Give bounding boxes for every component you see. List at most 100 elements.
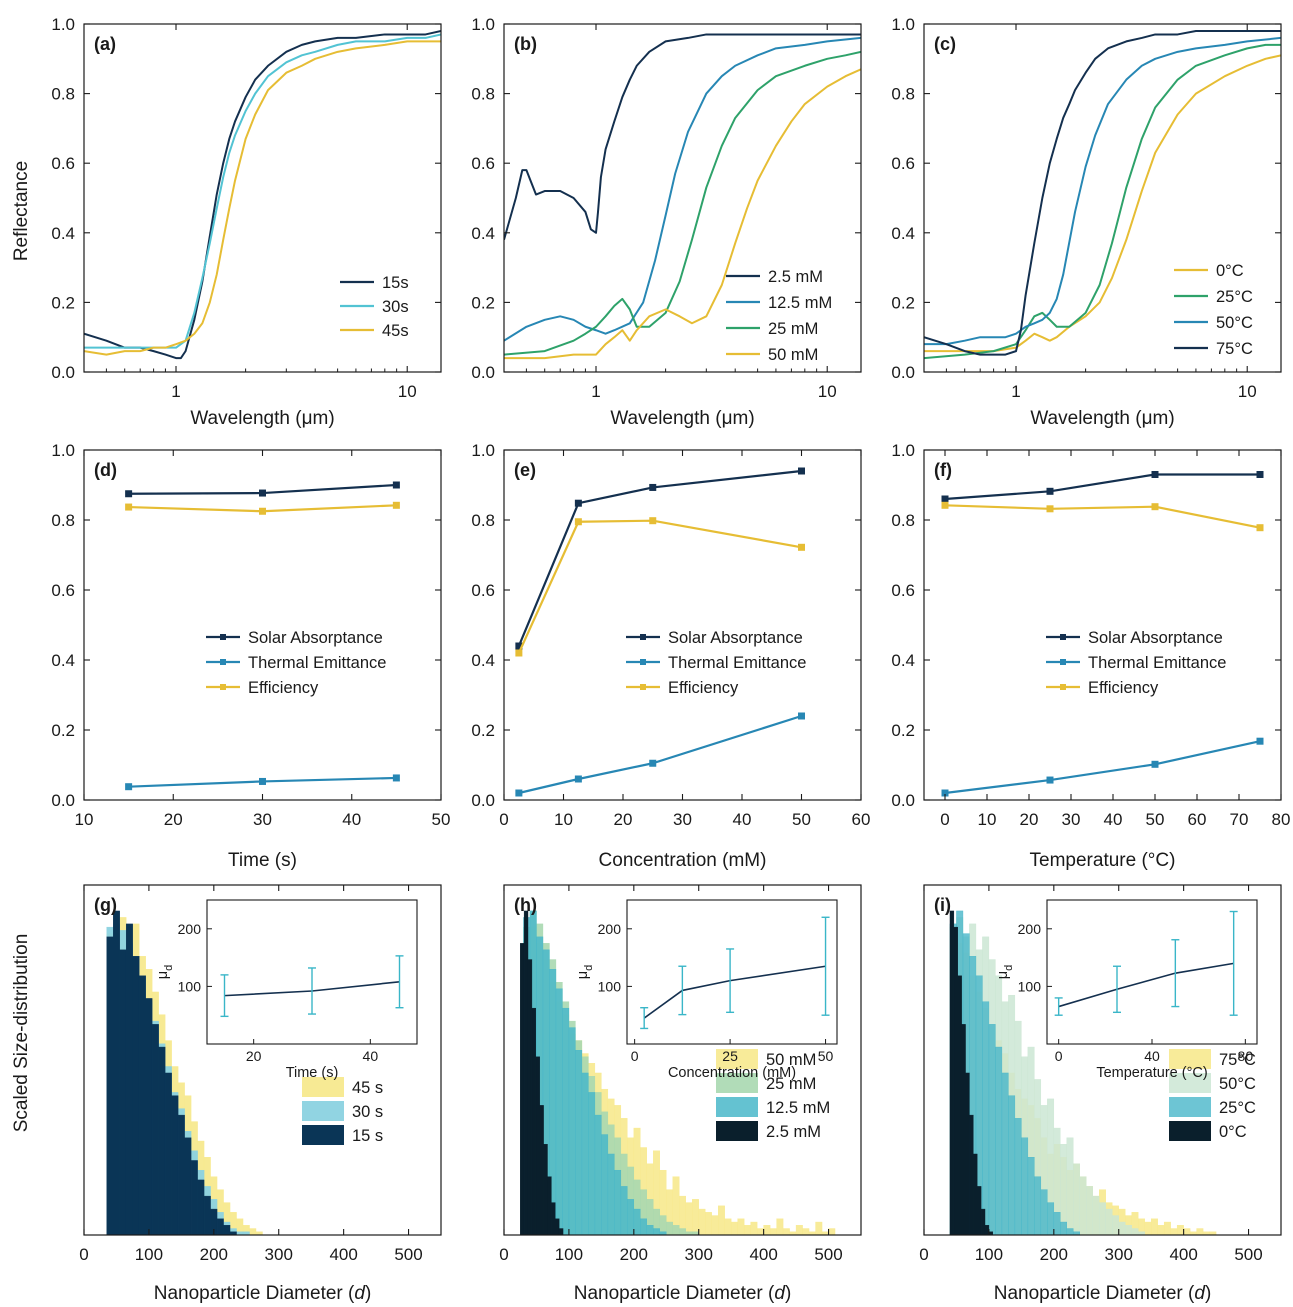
x-tick-label: 400 xyxy=(329,1245,357,1264)
panel-e: 0 10 20 30 40 50 60 0.0 0.2 0.4 0.6 0.8 1.0 (e) Concen… xyxy=(471,441,870,871)
inset-y-axis-label-main: μ xyxy=(575,971,591,979)
legend-swatch-1 xyxy=(302,1101,344,1121)
hist-bar xyxy=(802,1228,810,1235)
hist-bar xyxy=(539,1105,544,1235)
inset-x-tick-label: 0 xyxy=(631,1048,639,1064)
hist-bar xyxy=(659,1231,667,1235)
hist-bar xyxy=(177,1114,185,1235)
y-tick-label: 0.2 xyxy=(51,293,75,312)
hist-bar xyxy=(523,910,529,1235)
hist-bar xyxy=(1209,1231,1217,1235)
hist-bar xyxy=(249,1228,257,1235)
hist-bar xyxy=(242,1231,250,1235)
legend-label-1: 50°C xyxy=(1219,1075,1256,1093)
plot-area-b xyxy=(504,33,861,360)
hist-bar xyxy=(223,1225,231,1235)
hist-bar xyxy=(653,1228,660,1235)
hist-bar xyxy=(1027,1157,1035,1235)
y-tick-label: 0.0 xyxy=(51,363,75,382)
series-line-1 xyxy=(944,740,1261,795)
legend-swatch-1 xyxy=(716,1073,758,1093)
x-tick-label: 100 xyxy=(975,1245,1003,1264)
legend-label-2: 25 mM xyxy=(768,320,818,338)
y-tick-label: 0.0 xyxy=(51,791,75,810)
data-point xyxy=(1256,737,1264,745)
legend-label-1: 30s xyxy=(382,298,409,316)
data-point xyxy=(1151,471,1159,478)
hist-bar xyxy=(581,1072,589,1235)
data-point xyxy=(515,649,523,657)
x-tick-label: 0 xyxy=(940,810,949,829)
plot-area-e xyxy=(515,467,805,797)
series-line-0 xyxy=(517,469,802,647)
hist-bar xyxy=(949,910,955,1235)
inset-y-axis-label-main: μ xyxy=(995,971,1011,979)
hist-bar xyxy=(1086,1186,1093,1235)
hist-bar xyxy=(977,1186,982,1235)
inset-y-tick-label: 100 xyxy=(178,978,202,994)
x-tick-label: 300 xyxy=(1105,1245,1133,1264)
inset-y-tick-label: 200 xyxy=(1018,921,1042,937)
hist-bar xyxy=(184,1137,192,1235)
inset-x-tick-label: 40 xyxy=(363,1048,379,1064)
series-line-2 xyxy=(924,36,1281,346)
legend-marker-1 xyxy=(1060,659,1066,665)
hist-bar xyxy=(1176,1225,1184,1235)
hist-bar xyxy=(158,1046,166,1235)
legend-label-2: 45s xyxy=(382,322,409,340)
inset-y-axis-label: μd xyxy=(575,965,595,979)
inset-x-tick-label: 20 xyxy=(246,1048,262,1064)
x-tick-label: 1 xyxy=(1011,382,1020,401)
y-tick-label: 0.6 xyxy=(891,154,915,173)
x-axis-label-suffix: ) xyxy=(365,1283,371,1304)
panel-label-a: (a) xyxy=(94,34,116,54)
legend-swatch-3 xyxy=(716,1121,758,1141)
data-point xyxy=(941,789,949,797)
panel-label-h: (h) xyxy=(514,895,537,915)
inset-x-tick-label: 40 xyxy=(1144,1048,1160,1064)
inset-x-tick-label: 25 xyxy=(722,1048,738,1064)
x-tick-label: 10 xyxy=(818,382,837,401)
x-tick-label: 10 xyxy=(1238,382,1257,401)
x-axis-label-var: d xyxy=(774,1283,786,1304)
x-axis-label-prefix: Nanoparticle Diameter ( xyxy=(994,1283,1195,1304)
legend-label-0: 75°C xyxy=(1219,1051,1256,1069)
inset-line xyxy=(1058,962,1234,1008)
data-point xyxy=(574,499,582,507)
panel-label-g: (g) xyxy=(94,895,117,915)
plot-area-a xyxy=(84,29,441,360)
hist-bar xyxy=(973,1153,978,1235)
plot-frame-b xyxy=(503,23,862,373)
hist-bar xyxy=(216,1218,224,1235)
hist-bar xyxy=(640,1218,647,1235)
x-tick-label: 0 xyxy=(79,1245,88,1264)
hist-bar xyxy=(1053,1212,1061,1235)
y-tick-label: 1.0 xyxy=(471,15,495,34)
series-line-1 xyxy=(504,36,861,342)
hist-bar xyxy=(614,1169,622,1235)
legend-label-3: 75°C xyxy=(1216,340,1253,358)
x-axis-label-var: d xyxy=(1194,1283,1206,1304)
hist-bar xyxy=(957,975,962,1235)
x-tick-label: 20 xyxy=(614,810,633,829)
hist-bar xyxy=(229,1231,237,1235)
hist-bar xyxy=(1047,1202,1055,1235)
inset-g: 20 40 100 200 Time (s) μd xyxy=(155,899,418,1081)
hist-bar xyxy=(795,1225,803,1235)
x-tick-label: 0 xyxy=(499,1245,508,1264)
legend-label-0: Solar Absorptance xyxy=(248,629,383,647)
x-axis-label-i: Nanoparticle Diameter (d) xyxy=(994,1283,1212,1304)
hist-bar xyxy=(1150,1218,1158,1235)
inset-y-tick-label: 200 xyxy=(598,921,622,937)
legend-label-0: Solar Absorptance xyxy=(668,629,803,647)
panel-label-i: (i) xyxy=(934,895,951,915)
legend-label-3: 2.5 mM xyxy=(766,1123,821,1141)
data-point xyxy=(392,501,400,509)
x-axis-label-c: Wavelength (μm) xyxy=(1030,408,1174,429)
hist-bar xyxy=(106,936,114,1235)
hist-bar xyxy=(969,1114,974,1235)
hist-series-3 xyxy=(949,910,994,1235)
data-point xyxy=(1256,524,1264,532)
x-tick-label: 20 xyxy=(164,810,183,829)
